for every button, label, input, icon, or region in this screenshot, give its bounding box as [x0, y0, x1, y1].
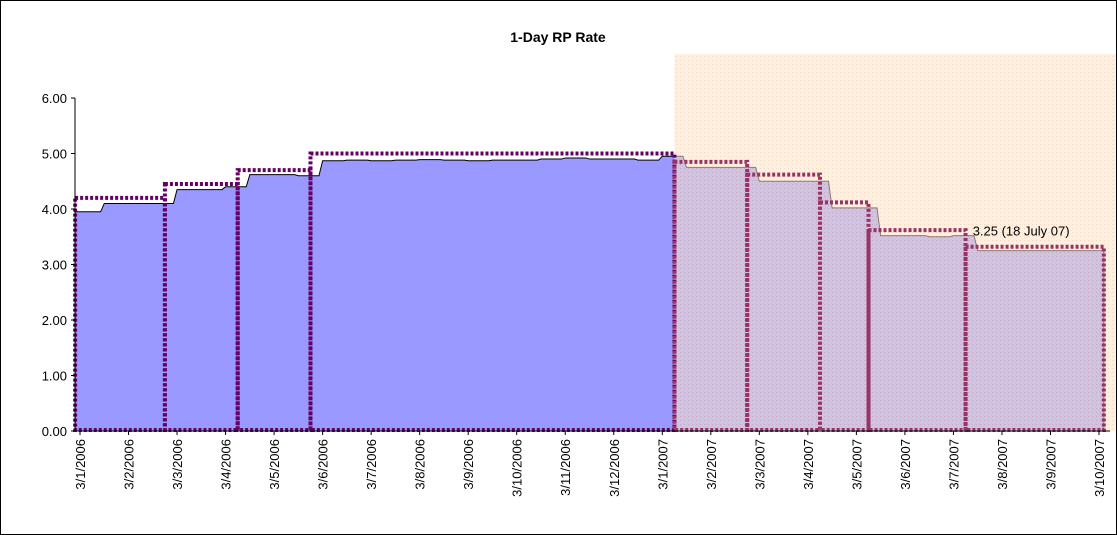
- y-tick-label: 0.00: [42, 424, 67, 439]
- x-tick-label: 3/5/2007: [849, 439, 864, 490]
- y-tick-label: 4.00: [42, 202, 67, 217]
- level-box: [866, 228, 968, 432]
- x-tick-label: 3/12/2006: [607, 439, 622, 497]
- x-tick-label: 3/8/2007: [995, 439, 1010, 490]
- x-tick-label: 3/6/2006: [316, 439, 331, 490]
- level-box: [963, 244, 1106, 432]
- level-box: [235, 168, 313, 432]
- x-tick-label: 3/10/2007: [1092, 439, 1107, 497]
- y-tick-label: 5.00: [42, 147, 67, 162]
- y-tick-label: 2.00: [42, 313, 67, 328]
- y-tick-label: 6.00: [42, 91, 67, 106]
- y-tick-label: 3.00: [42, 258, 67, 273]
- x-tick-label: 3/11/2006: [558, 439, 573, 496]
- chart-title: 1-Day RP Rate: [510, 29, 606, 45]
- y-tick-label: 1.00: [42, 369, 67, 384]
- x-tick-label: 3/7/2006: [364, 439, 379, 490]
- x-tick-label: 3/8/2006: [413, 439, 428, 490]
- level-box: [162, 182, 240, 432]
- x-tick-label: 3/4/2007: [801, 439, 816, 490]
- x-tick-label: 3/6/2007: [898, 439, 913, 490]
- forecast-shade: [674, 54, 1116, 431]
- x-tick-label: 3/7/2007: [946, 439, 961, 490]
- x-tick-label: 3/1/2007: [655, 439, 670, 490]
- x-tick-label: 3/4/2006: [219, 439, 234, 490]
- annotation: 3.25 (18 July 07): [973, 224, 1070, 239]
- x-tick-label: 3/3/2007: [752, 439, 767, 490]
- x-tick-label: 3/9/2007: [1043, 439, 1058, 490]
- x-tick-label: 3/5/2006: [267, 439, 282, 490]
- x-tick-label: 3/2/2006: [122, 439, 137, 490]
- x-tick-label: 3/9/2006: [461, 439, 476, 490]
- x-tick-label: 3/2/2007: [704, 439, 719, 490]
- x-tick-label: 3/3/2006: [170, 439, 185, 490]
- x-tick-label: 3/10/2006: [510, 439, 525, 497]
- x-tick-label: 3/1/2006: [73, 439, 88, 490]
